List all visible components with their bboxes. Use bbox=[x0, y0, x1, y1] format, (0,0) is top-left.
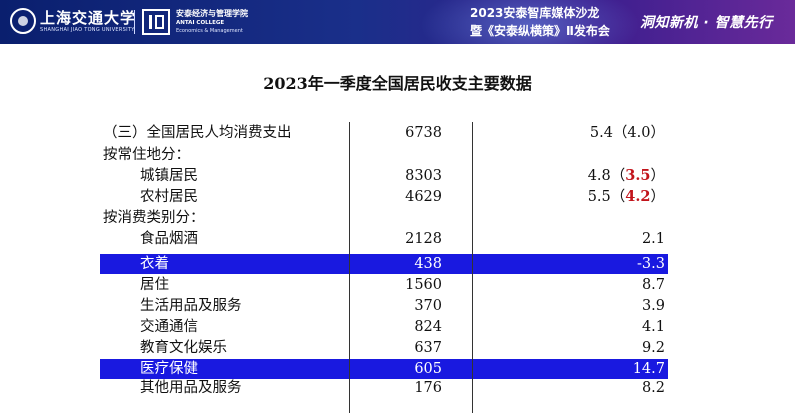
slogan-part-a: 洞知新机 bbox=[640, 15, 698, 31]
slogan-part-b: 智慧先行 bbox=[714, 15, 773, 31]
table-row: 教育文化娱乐 637 9.2 bbox=[0, 338, 795, 358]
column-divider-1 bbox=[349, 122, 350, 413]
row-label: 城镇居民 bbox=[140, 168, 198, 184]
table-row: 交通通信 824 4.1 bbox=[0, 317, 795, 337]
row-growth: 9.2 bbox=[642, 338, 665, 358]
table-row: 按常住地分： bbox=[0, 145, 795, 165]
header-banner: 上海交通大学 SHANGHAI JIAO TONG UNIVERSITY 安泰经… bbox=[0, 0, 795, 44]
growth-nominal: 4.8（ bbox=[587, 168, 626, 184]
growth-nominal: 3.9 bbox=[641, 298, 665, 314]
table-row: 生活用品及服务 370 3.9 bbox=[0, 296, 795, 316]
school-name-cn: 安泰经济与管理学院 bbox=[176, 9, 248, 18]
growth-nominal: 5.5（ bbox=[587, 189, 626, 205]
row-growth: 8.7 bbox=[642, 275, 665, 295]
row-label: 居住 bbox=[140, 277, 169, 293]
column-divider-2 bbox=[472, 122, 473, 413]
growth-nominal: 8.2 bbox=[641, 380, 665, 396]
row-label: 生活用品及服务 bbox=[140, 298, 242, 314]
row-growth: 4.8（3.5） bbox=[588, 166, 665, 186]
row-label: 医疗保健 bbox=[140, 361, 198, 377]
school-name-en: ANTAI COLLEGE bbox=[176, 20, 225, 26]
growth-nominal: 5.4（4.0） bbox=[589, 125, 665, 141]
row-amount: 824 bbox=[414, 319, 442, 335]
logo-divider bbox=[134, 10, 135, 34]
table-row: 农村居民 4629 5.5（4.2） bbox=[0, 187, 795, 207]
row-label: 按消费类别分： bbox=[103, 210, 205, 226]
university-subname: SHANGHAI JIAO TONG UNIVERSITY bbox=[40, 27, 135, 33]
row-amount: 1560 bbox=[405, 277, 442, 293]
table-row: 城镇居民 8303 4.8（3.5） bbox=[0, 166, 795, 186]
row-label: 按常住地分： bbox=[103, 147, 190, 163]
university-name: 上海交通大学 bbox=[40, 9, 137, 27]
row-amount: 2128 bbox=[405, 231, 442, 247]
row-amount: 438 bbox=[414, 256, 442, 272]
row-amount: 4629 bbox=[405, 189, 442, 205]
row-growth: 14.7 bbox=[633, 359, 665, 379]
row-amount: 8303 bbox=[405, 168, 442, 184]
highlight-row-clothing bbox=[100, 254, 668, 274]
row-label: 农村居民 bbox=[140, 189, 198, 205]
growth-real-highlight: 4.2 bbox=[625, 188, 651, 205]
growth-nominal: 2.1 bbox=[641, 231, 665, 247]
row-label: 其他用品及服务 bbox=[140, 380, 242, 396]
growth-close-paren: ） bbox=[650, 168, 666, 184]
growth-nominal: -3.3 bbox=[637, 256, 665, 272]
row-label: 教育文化娱乐 bbox=[140, 340, 227, 356]
table-title: 2023年一季度全国居民收支主要数据 bbox=[263, 74, 532, 93]
row-growth: 4.1 bbox=[642, 317, 665, 337]
row-growth: 2.1 bbox=[642, 229, 665, 249]
row-growth: 5.4（4.0） bbox=[590, 123, 665, 143]
event-title-line1: 2023安泰智库媒体沙龙 bbox=[470, 6, 600, 20]
row-label: 交通通信 bbox=[140, 319, 198, 335]
slogan: 洞知新机 · 智慧先行 bbox=[640, 12, 773, 32]
growth-close-paren: ） bbox=[650, 189, 666, 205]
row-amount: 605 bbox=[414, 361, 442, 377]
table-row: 医疗保健 605 14.7 bbox=[0, 359, 795, 379]
table-row: 其他用品及服务 176 8.2 bbox=[0, 378, 795, 398]
row-amount: 6738 bbox=[405, 125, 442, 141]
table-row: 衣着 438 -3.3 bbox=[0, 254, 795, 274]
row-growth: 5.5（4.2） bbox=[588, 187, 665, 207]
growth-nominal: 9.2 bbox=[641, 340, 665, 356]
growth-nominal: 8.7 bbox=[641, 277, 665, 293]
growth-nominal: 4.1 bbox=[641, 319, 665, 335]
row-label: （三）全国居民人均消费支出 bbox=[103, 125, 292, 141]
highlight-row-healthcare bbox=[100, 359, 668, 379]
row-amount: 176 bbox=[414, 380, 442, 396]
school-name-en-sub: Economics & Management bbox=[176, 28, 243, 34]
table-row: 居住 1560 8.7 bbox=[0, 275, 795, 295]
row-growth: -3.3 bbox=[637, 254, 665, 274]
table-row: 食品烟酒 2128 2.1 bbox=[0, 229, 795, 249]
table-row: 按消费类别分： bbox=[0, 208, 795, 228]
event-title-line2: 暨《安泰纵横策》Ⅱ发布会 bbox=[470, 24, 610, 38]
row-amount: 637 bbox=[414, 340, 442, 356]
row-label: 食品烟酒 bbox=[140, 231, 198, 247]
row-amount: 370 bbox=[414, 298, 442, 314]
row-label: 衣着 bbox=[140, 256, 169, 272]
row-growth: 8.2 bbox=[642, 378, 665, 398]
slogan-separator: · bbox=[703, 15, 710, 31]
sjtu-emblem-icon bbox=[10, 8, 36, 34]
row-growth: 3.9 bbox=[642, 296, 665, 316]
antai-logo-icon bbox=[142, 9, 170, 35]
growth-nominal: 14.7 bbox=[632, 361, 665, 377]
growth-real-highlight: 3.5 bbox=[625, 167, 651, 184]
table-row: （三）全国居民人均消费支出 6738 5.4（4.0） bbox=[0, 123, 795, 143]
banner-glow bbox=[420, 0, 640, 44]
